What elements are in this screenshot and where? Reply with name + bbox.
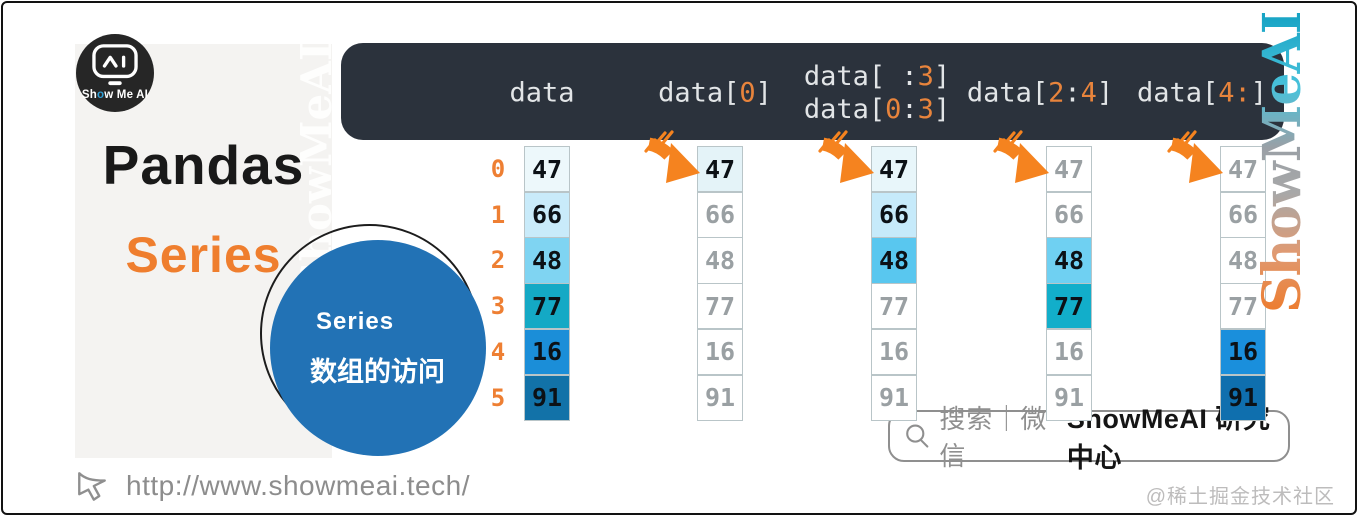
cell-data-0-row0: 47 xyxy=(697,146,743,193)
cell-data-row4: 16 xyxy=(524,328,570,376)
cell-data-slice-to-3-row4: 16 xyxy=(871,328,917,376)
arrow-icon xyxy=(1163,127,1225,185)
cell-data-slice-2-4-row4: 16 xyxy=(1046,328,1092,376)
cell-data-0-row2: 48 xyxy=(697,237,743,284)
cell-data-row3: 77 xyxy=(524,283,570,330)
row-index-0: 0 xyxy=(490,155,506,183)
topic-circle: Series 数组的访问 xyxy=(270,240,486,456)
search-icon xyxy=(906,424,929,448)
topic-circle-title: Series xyxy=(316,308,395,335)
arrow-icon xyxy=(814,127,876,185)
cell-data-row2: 48 xyxy=(524,237,570,284)
cell-data-slice-4-end-row2: 48 xyxy=(1220,237,1266,284)
website-url: http://www.showmeai.tech/ xyxy=(126,470,470,501)
cell-data-slice-to-3-row0: 47 xyxy=(871,146,917,193)
cell-data-row5: 91 xyxy=(524,374,570,421)
cell-data-slice-2-4-row1: 66 xyxy=(1046,191,1092,239)
row-index-1: 1 xyxy=(490,200,506,229)
cell-data-row0: 47 xyxy=(524,146,570,193)
cell-data-slice-to-3-row5: 91 xyxy=(871,374,917,421)
cell-data-slice-4-end-row5: 91 xyxy=(1220,374,1266,421)
row-index-5: 5 xyxy=(490,383,506,412)
cell-data-slice-2-4-row2: 48 xyxy=(1046,237,1092,284)
cell-data-slice-to-3-row2: 48 xyxy=(871,237,917,284)
cell-data-slice-4-end-row3: 77 xyxy=(1220,283,1266,330)
robot-icon xyxy=(92,44,138,86)
search-banner-text: 搜索｜微信 xyxy=(939,404,1048,471)
cell-data-0-row4: 16 xyxy=(697,328,743,376)
credit-text: @稀土掘金技术社区 xyxy=(1145,486,1335,508)
cell-data-slice-4-end-row0: 47 xyxy=(1220,146,1266,193)
cell-data-0-row3: 77 xyxy=(697,283,743,330)
panel-subtitle: Series xyxy=(125,227,282,283)
arrow-icon xyxy=(989,127,1051,185)
cell-data-slice-to-3-row3: 77 xyxy=(871,283,917,330)
showmeai-logo: Show Me AI xyxy=(76,34,154,112)
row-index-3: 3 xyxy=(490,292,506,321)
cell-data-slice-4-end-row1: 66 xyxy=(1220,191,1266,239)
cell-data-slice-4-end-row4: 16 xyxy=(1220,328,1266,376)
arrow-icon xyxy=(640,127,702,185)
cell-data-slice-2-4-row5: 91 xyxy=(1046,374,1092,421)
panel-title: Pandas xyxy=(102,134,305,196)
cell-data-slice-2-4-row3: 77 xyxy=(1046,283,1092,330)
row-index-2: 2 xyxy=(490,246,506,275)
logo-text: Show Me AI xyxy=(81,89,149,101)
cell-data-0-row5: 91 xyxy=(697,374,743,421)
cursor-icon xyxy=(78,472,106,501)
cell-data-slice-2-4-row0: 47 xyxy=(1046,146,1092,193)
cell-data-slice-to-3-row1: 66 xyxy=(871,191,917,239)
cell-data-0-row1: 66 xyxy=(697,191,743,239)
topic-circle-subtitle: 数组的访问 xyxy=(310,357,445,387)
code-header-bar xyxy=(341,43,1284,140)
row-index-4: 4 xyxy=(490,337,506,366)
cell-data-row1: 66 xyxy=(524,191,570,239)
website-link: http://www.showmeai.tech/ xyxy=(72,466,470,506)
watermark-right: ShowMeAI xyxy=(1252,10,1313,313)
